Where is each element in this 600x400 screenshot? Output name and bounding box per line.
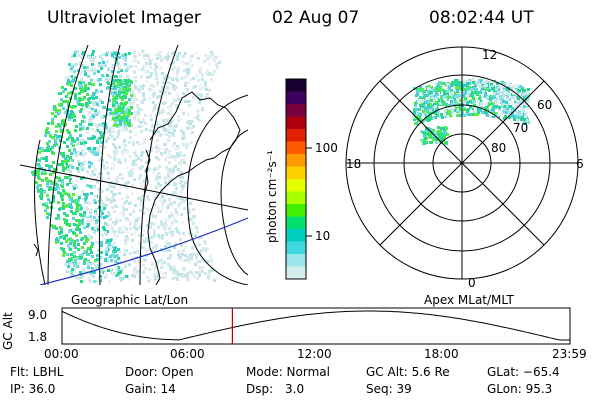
mlt-label-0: 0 (468, 276, 476, 290)
mlt-label-18: 18 (346, 157, 362, 171)
mlat-label-60: 60 (537, 98, 553, 112)
footer-gain: Gain: 14 (125, 382, 176, 396)
mlt-label-6: 6 (576, 157, 584, 171)
mlat-label-80: 80 (491, 141, 507, 155)
colorbar (285, 78, 312, 280)
date-label: 02 Aug 07 (272, 8, 360, 28)
aurora-emission-geographic (31, 50, 221, 283)
footer-flt: Flt: LBHL (10, 365, 64, 379)
footer-glon: GLon: 95.3 (487, 382, 553, 396)
footer-door: Door: Open (125, 365, 194, 379)
orbit-timeline (61, 307, 571, 345)
timeline-ylabel: GC Alt (1, 312, 15, 350)
mlat-label-70: 70 (513, 121, 529, 135)
timeline-xtick-1200: 12:00 (297, 347, 332, 361)
orbit-altitude-curve (61, 310, 570, 341)
timeline-xtick-0000: 00:00 (44, 347, 79, 361)
colorbar-tick-10: 10 (315, 229, 331, 243)
timeline-xtick-2359: 23:59 (552, 347, 587, 361)
apex-caption: Apex MLat/MLT (424, 293, 514, 307)
footer-dsp-label: Dsp: (246, 382, 274, 396)
timeline-ytick-9: 9.0 (28, 308, 48, 322)
footer-seq: Seq: 39 (366, 382, 412, 396)
footer-gcalt: GC Alt: 5.6 Re (366, 365, 450, 379)
app-title: Ultraviolet Imager (47, 8, 201, 28)
timeline-xtick-0600: 06:00 (170, 347, 205, 361)
polar-plot (345, 46, 579, 280)
aurora-emission-polar (412, 78, 530, 145)
footer-dsp-value: 3.0 (285, 382, 305, 396)
timeline-ytick-1_8: 1.8 (28, 330, 48, 344)
mlt-label-12: 12 (482, 48, 498, 62)
geographic-caption: Geographic Lat/Lon (71, 293, 189, 307)
timeline-xtick-1800: 18:00 (424, 347, 459, 361)
time-label: 08:02:44 UT (429, 8, 534, 28)
footer-mode: Mode: Normal (246, 365, 330, 379)
footer-glat: GLat: −65.4 (487, 365, 560, 379)
geographic-map (20, 45, 248, 285)
colorbar-unit-label: photon cm⁻²s⁻¹ (265, 150, 279, 243)
footer-ip: IP: 36.0 (10, 382, 56, 396)
colorbar-tick-100: 100 (315, 141, 338, 155)
